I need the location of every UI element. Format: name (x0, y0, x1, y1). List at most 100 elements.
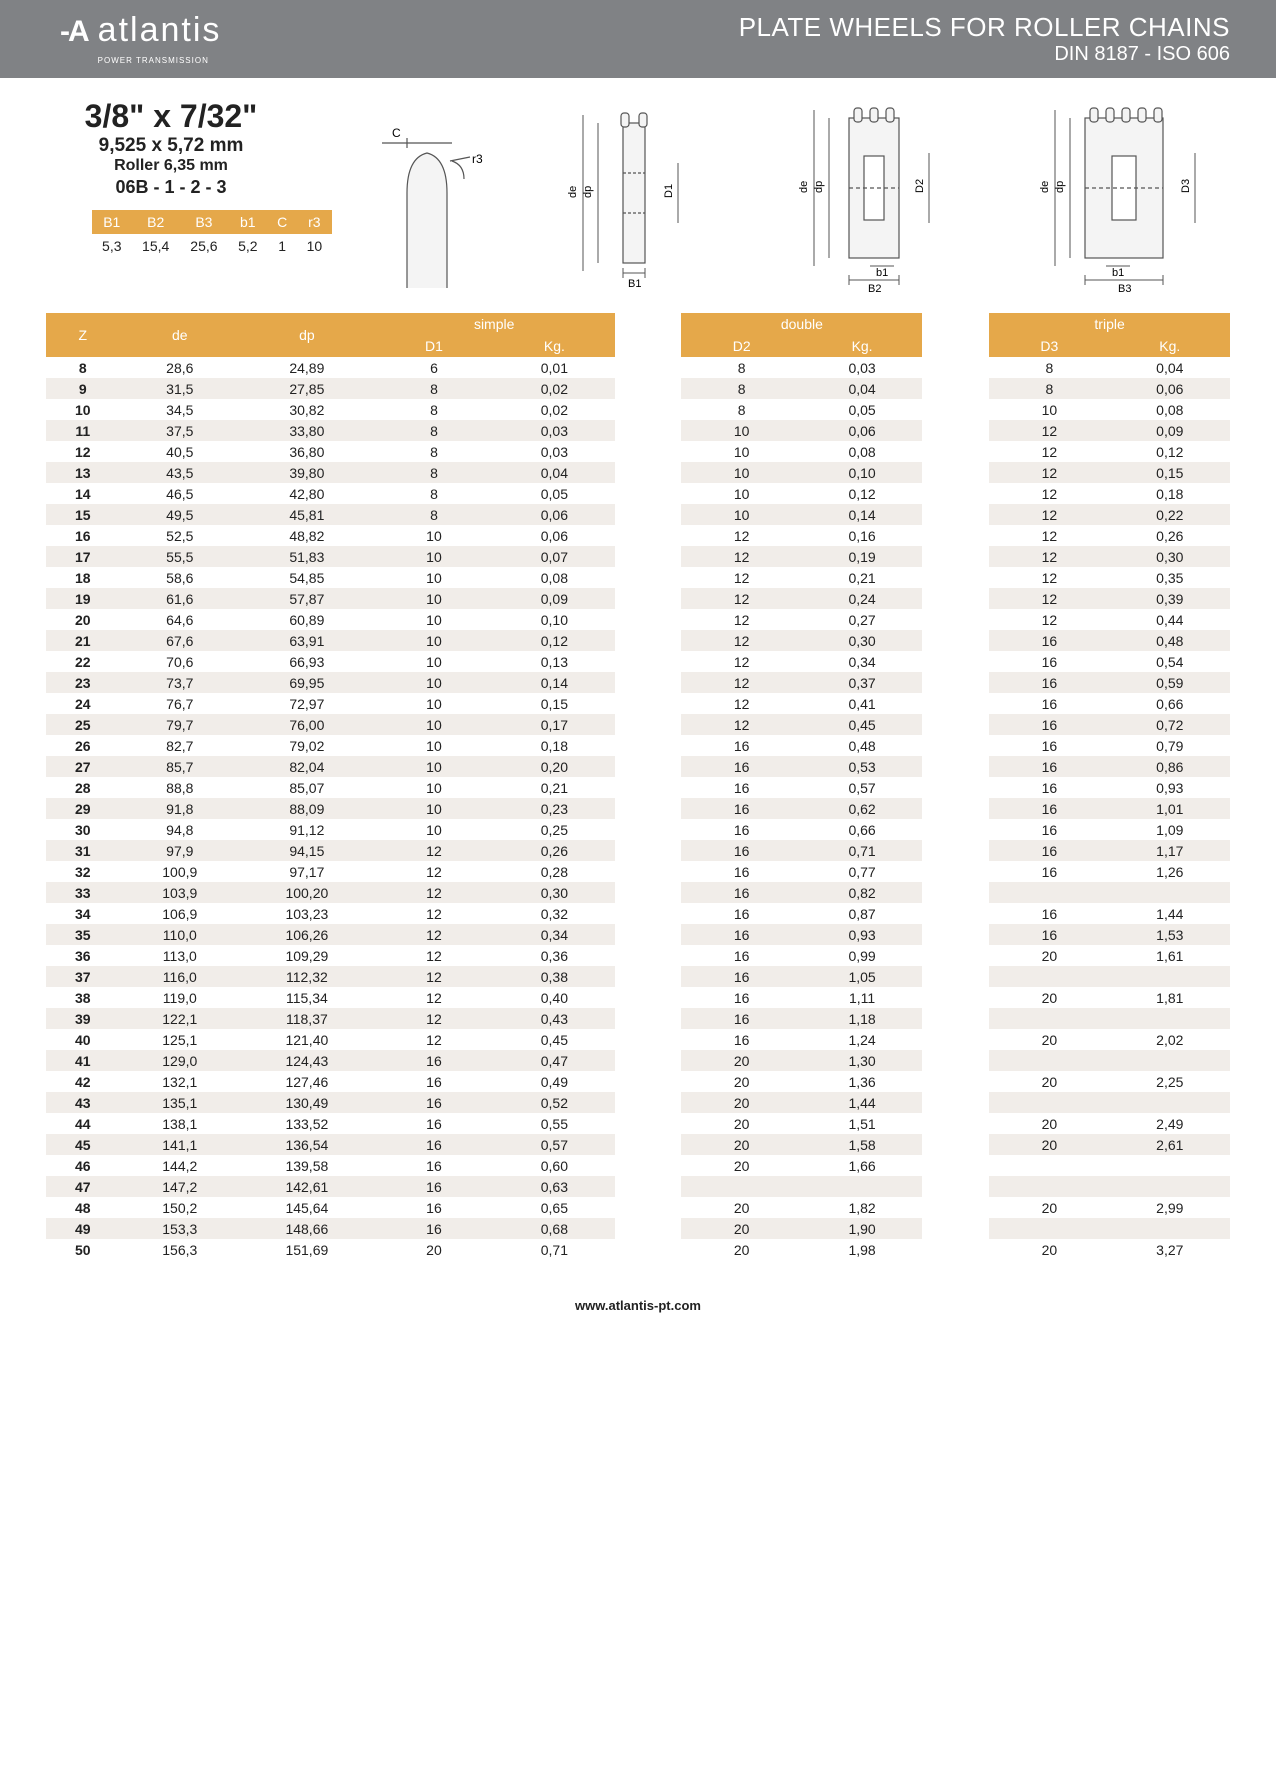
cell-gap (615, 1134, 682, 1155)
cell-gap (922, 567, 989, 588)
spec-block: 3/8" x 7/32" 9,525 x 5,72 mm Roller 6,35… (46, 98, 332, 258)
table-row: 44138,1133,52160,55201,51202,49 (46, 1113, 1230, 1134)
cell-k1: 0,34 (494, 924, 614, 945)
cell-gap (615, 483, 682, 504)
cell-de: 85,7 (120, 756, 240, 777)
label-b3: B3 (1118, 283, 1131, 293)
cell-gap (615, 714, 682, 735)
cell-d3: 20 (989, 1113, 1109, 1134)
cell-d1: 10 (374, 819, 494, 840)
cell-z: 19 (46, 588, 120, 609)
cell-k3: 0,93 (1110, 777, 1230, 798)
cell-z: 42 (46, 1071, 120, 1092)
label-dp-1: dp (582, 186, 594, 198)
cell-k3: 1,44 (1110, 903, 1230, 924)
cell-dp: 42,80 (240, 483, 374, 504)
cell-gap (922, 1113, 989, 1134)
cell-gap (615, 1008, 682, 1029)
cell-k2: 0,04 (802, 378, 922, 399)
cell-k1: 0,04 (494, 462, 614, 483)
cell-d2: 10 (681, 462, 801, 483)
cell-z: 14 (46, 483, 120, 504)
cell-gap (615, 798, 682, 819)
cell-d2: 12 (681, 630, 801, 651)
cell-k3 (1110, 1176, 1230, 1197)
cell-z: 20 (46, 609, 120, 630)
mini-td: 10 (297, 234, 332, 258)
label-dp-3: dp (1054, 181, 1066, 193)
cell-k1: 0,60 (494, 1155, 614, 1176)
cell-gap (922, 987, 989, 1008)
cell-dp: 133,52 (240, 1113, 374, 1134)
cell-d2: 20 (681, 1239, 801, 1260)
cell-k2: 1,51 (802, 1113, 922, 1134)
cell-d3: 12 (989, 525, 1109, 546)
cell-gap (922, 1092, 989, 1113)
th-k3: Kg. (1110, 335, 1230, 357)
mini-th: B1 (92, 210, 132, 234)
cell-de: 122,1 (120, 1008, 240, 1029)
cell-d3 (989, 882, 1109, 903)
label-d1: D1 (663, 184, 675, 198)
cell-gap (615, 441, 682, 462)
cell-k1: 0,63 (494, 1176, 614, 1197)
cell-k1: 0,02 (494, 378, 614, 399)
table-row: 32100,997,17120,28160,77161,26 (46, 861, 1230, 882)
cell-k3: 0,08 (1110, 399, 1230, 420)
cell-gap (922, 714, 989, 735)
part-code: 06B - 1 - 2 - 3 (46, 177, 296, 198)
cell-dp: 33,80 (240, 420, 374, 441)
cell-d3: 20 (989, 987, 1109, 1008)
table-row: 33103,9100,20120,30160,82 (46, 882, 1230, 903)
cell-d3: 20 (989, 1071, 1109, 1092)
cell-gap (922, 1197, 989, 1218)
cell-k1: 0,32 (494, 903, 614, 924)
cell-k3: 0,54 (1110, 651, 1230, 672)
cell-k1: 0,18 (494, 735, 614, 756)
th-k2: Kg. (802, 335, 922, 357)
cell-dp: 39,80 (240, 462, 374, 483)
cell-d3 (989, 1176, 1109, 1197)
cell-k3: 0,12 (1110, 441, 1230, 462)
cell-k2: 0,37 (802, 672, 922, 693)
cell-d2: 10 (681, 504, 801, 525)
cell-k2: 1,44 (802, 1092, 922, 1113)
cell-gap (922, 357, 989, 378)
diagram-triple: de dp D3 b1 B3 (1020, 98, 1230, 293)
cell-k1: 0,09 (494, 588, 614, 609)
cell-z: 44 (46, 1113, 120, 1134)
cell-d2: 20 (681, 1092, 801, 1113)
cell-k1: 0,02 (494, 399, 614, 420)
table-row: 1034,530,8280,0280,05100,08 (46, 399, 1230, 420)
cell-dp: 82,04 (240, 756, 374, 777)
cell-k1: 0,08 (494, 567, 614, 588)
label-b1-cap: B1 (628, 278, 641, 290)
data-table: Z de dp simple double triple D1 Kg. D2 K… (46, 313, 1230, 1260)
cell-de: 150,2 (120, 1197, 240, 1218)
table-row: 2270,666,93100,13120,34160,54 (46, 651, 1230, 672)
cell-d1: 16 (374, 1218, 494, 1239)
cell-dp: 30,82 (240, 399, 374, 420)
cell-d2: 16 (681, 882, 801, 903)
cell-d1: 12 (374, 840, 494, 861)
cell-z: 22 (46, 651, 120, 672)
th-z: Z (46, 313, 120, 357)
cell-d2 (681, 1176, 801, 1197)
table-row: 35110,0106,26120,34160,93161,53 (46, 924, 1230, 945)
mini-th: C (268, 210, 297, 234)
cell-d3: 20 (989, 1239, 1109, 1260)
cell-k2: 0,16 (802, 525, 922, 546)
cell-d1: 12 (374, 987, 494, 1008)
cell-k1: 0,15 (494, 693, 614, 714)
table-row: 2476,772,97100,15120,41160,66 (46, 693, 1230, 714)
cell-de: 97,9 (120, 840, 240, 861)
cell-de: 156,3 (120, 1239, 240, 1260)
cell-z: 34 (46, 903, 120, 924)
cell-d1: 8 (374, 378, 494, 399)
logo-word: atlantis (98, 11, 222, 49)
table-row: 1858,654,85100,08120,21120,35 (46, 567, 1230, 588)
cell-d1: 8 (374, 441, 494, 462)
cell-k1: 0,45 (494, 1029, 614, 1050)
size-mm: 9,525 x 5,72 mm (46, 135, 296, 157)
cell-k3: 2,49 (1110, 1113, 1230, 1134)
